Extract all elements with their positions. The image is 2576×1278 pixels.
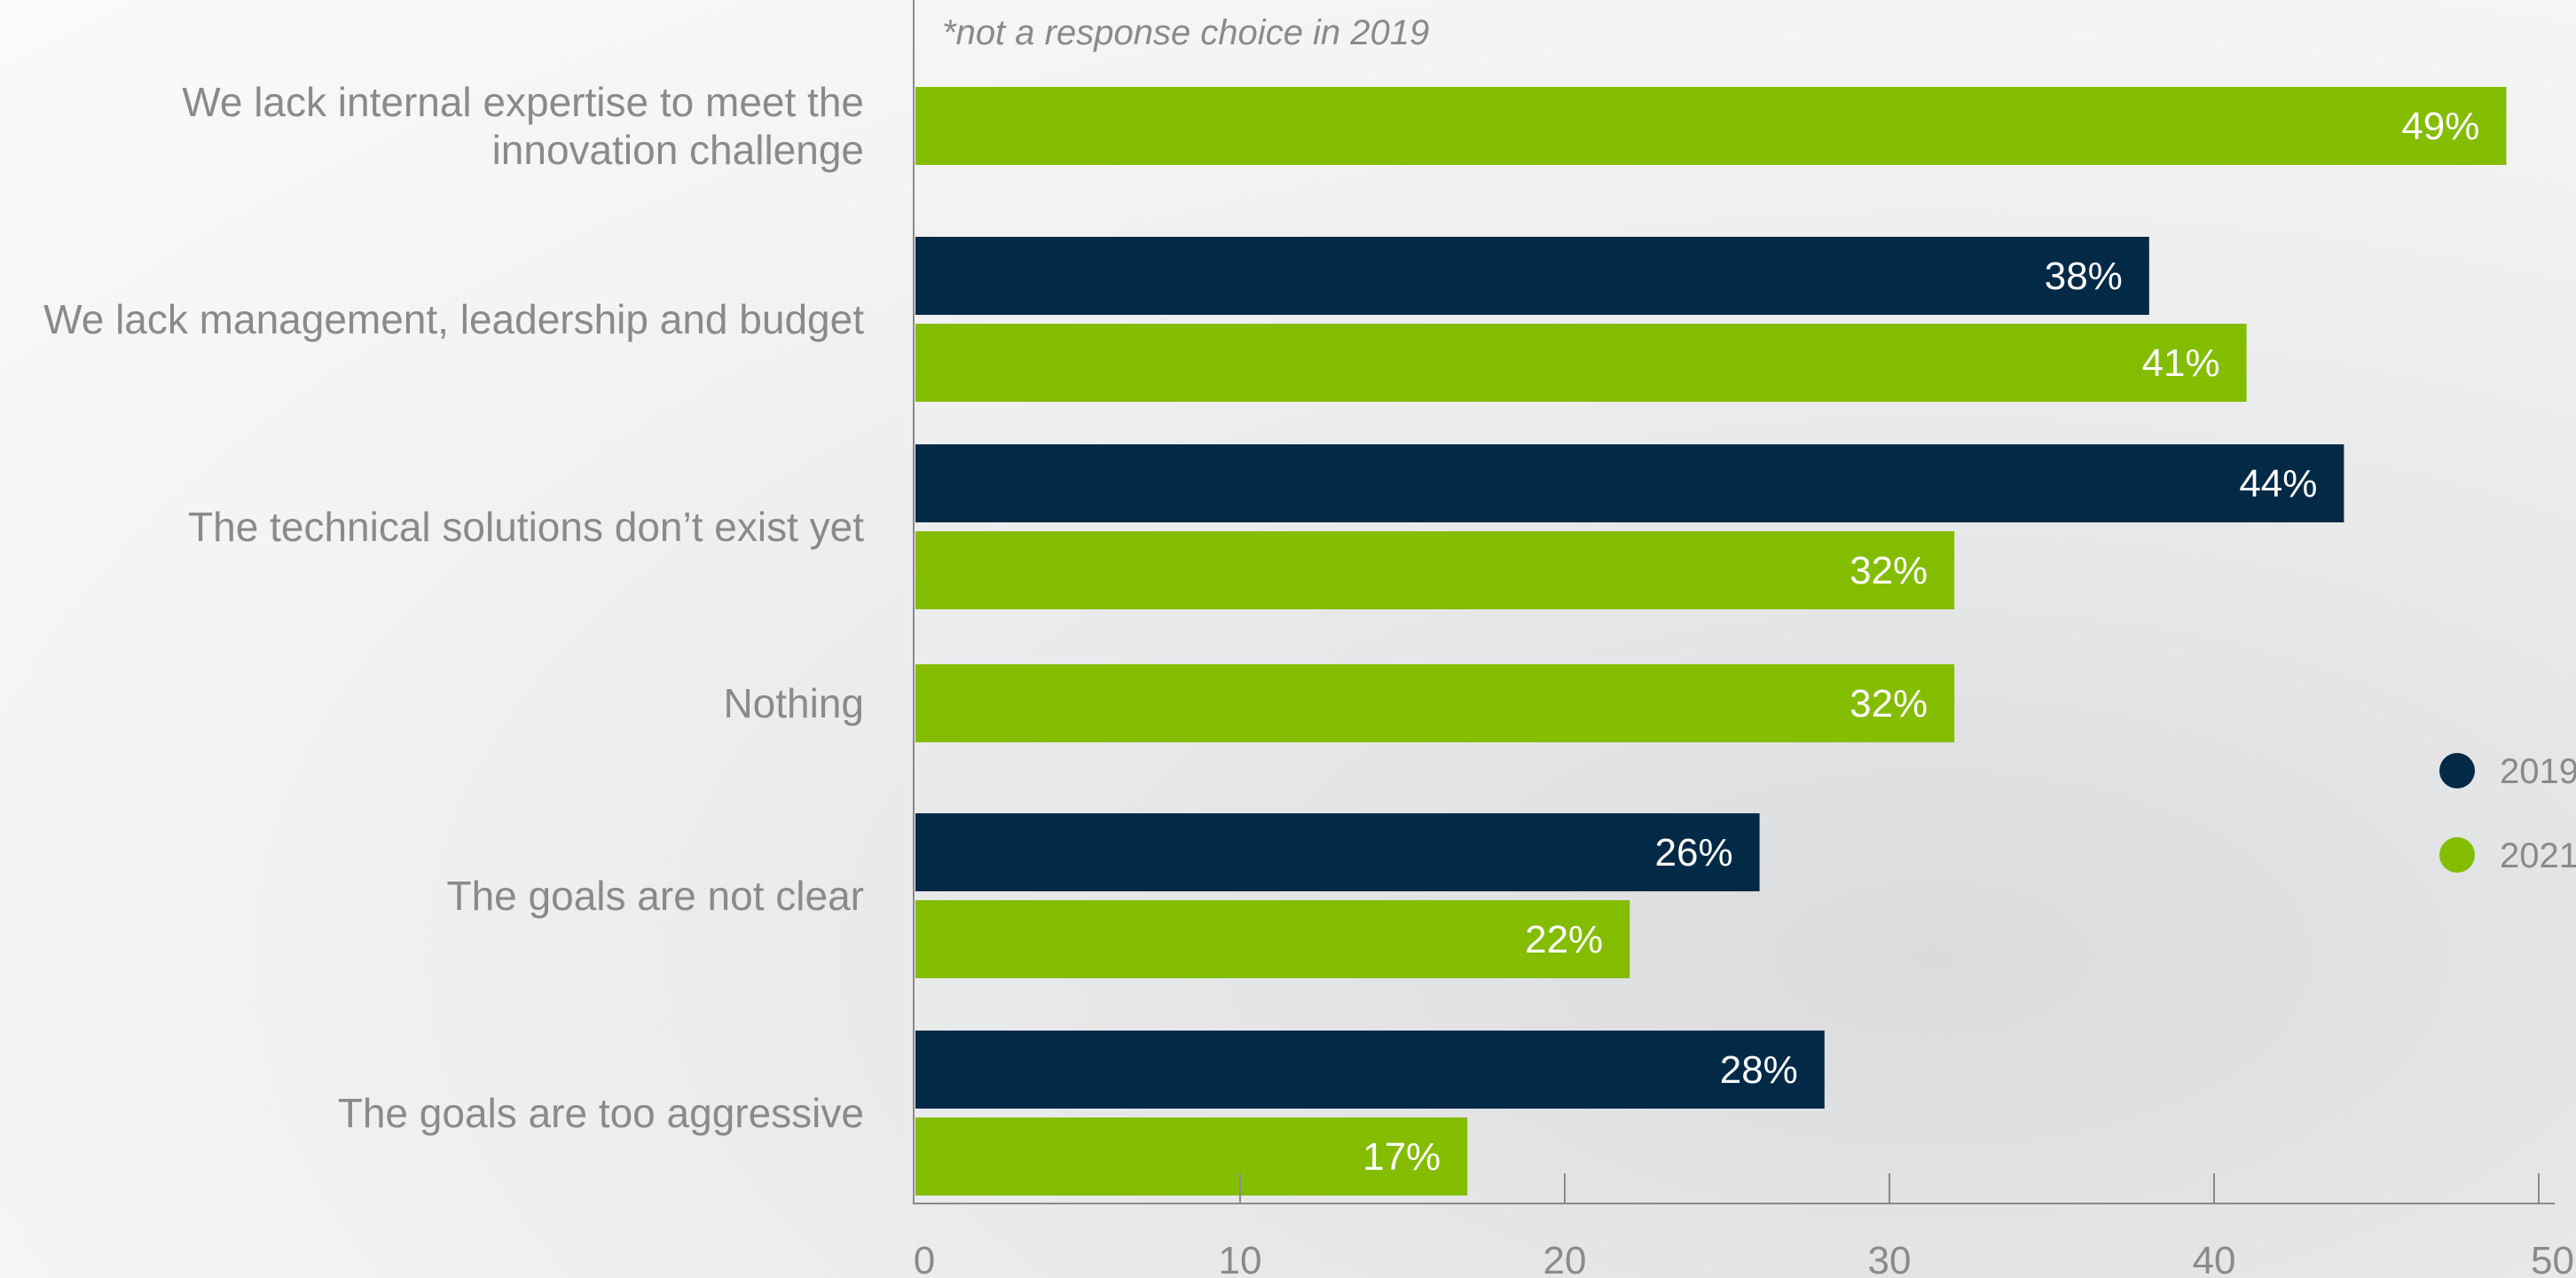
- bar-2021-cat-1: [915, 324, 2247, 402]
- category-label: The goals are not clear: [447, 873, 865, 919]
- bar-2019-cat-4: [915, 813, 1760, 891]
- bar-value-label: 26%: [1655, 831, 1733, 874]
- legend-label-2019: 2019: [2500, 752, 2576, 791]
- bar-value-label: 41%: [2142, 341, 2220, 385]
- category-label: We lack internal expertise to meet the in…: [182, 79, 864, 173]
- category-label: The goals are too aggressive: [338, 1090, 864, 1136]
- x-tick-label: 0: [914, 1239, 935, 1278]
- bar-2021-cat-5: [915, 1117, 1468, 1196]
- bar-2021-cat-4: [915, 900, 1630, 978]
- bar-value-label: 44%: [2239, 462, 2317, 506]
- bar-value-label: 32%: [1850, 549, 1928, 592]
- x-tick-label: 30: [1868, 1239, 1912, 1278]
- bar-2019-cat-2: [915, 444, 2344, 522]
- legend-label-2021: 2021: [2500, 836, 2576, 875]
- category-label: Nothing: [723, 680, 864, 726]
- bar-2021-cat-3: [915, 664, 1955, 742]
- x-tick-label: 40: [2193, 1239, 2236, 1278]
- category-label: We lack management, leadership and budge…: [43, 296, 864, 342]
- bar-value-label: 28%: [1720, 1048, 1798, 1092]
- bar-value-label: 49%: [2401, 105, 2479, 148]
- bar-2019-cat-5: [915, 1031, 1825, 1109]
- x-tick-label: 10: [1219, 1239, 1262, 1278]
- category-label: The technical solutions don’t exist yet: [188, 504, 864, 550]
- bar-value-label: 17%: [1363, 1135, 1441, 1179]
- bar-value-label: 22%: [1525, 918, 1603, 961]
- x-tick-label: 50: [2531, 1239, 2574, 1278]
- chart-note: *not a response choice in 2019: [942, 13, 1429, 52]
- bar-2019-cat-1: [915, 237, 2149, 315]
- legend-marker-2019: [2439, 753, 2475, 788]
- legend-marker-2021: [2439, 837, 2475, 873]
- bar-value-label: 32%: [1850, 682, 1928, 725]
- bar-2021-cat-2: [915, 531, 1955, 609]
- bar-value-label: 38%: [2045, 255, 2123, 298]
- bar-2021-cat-0: [915, 87, 2507, 165]
- x-tick-label: 20: [1543, 1239, 1587, 1278]
